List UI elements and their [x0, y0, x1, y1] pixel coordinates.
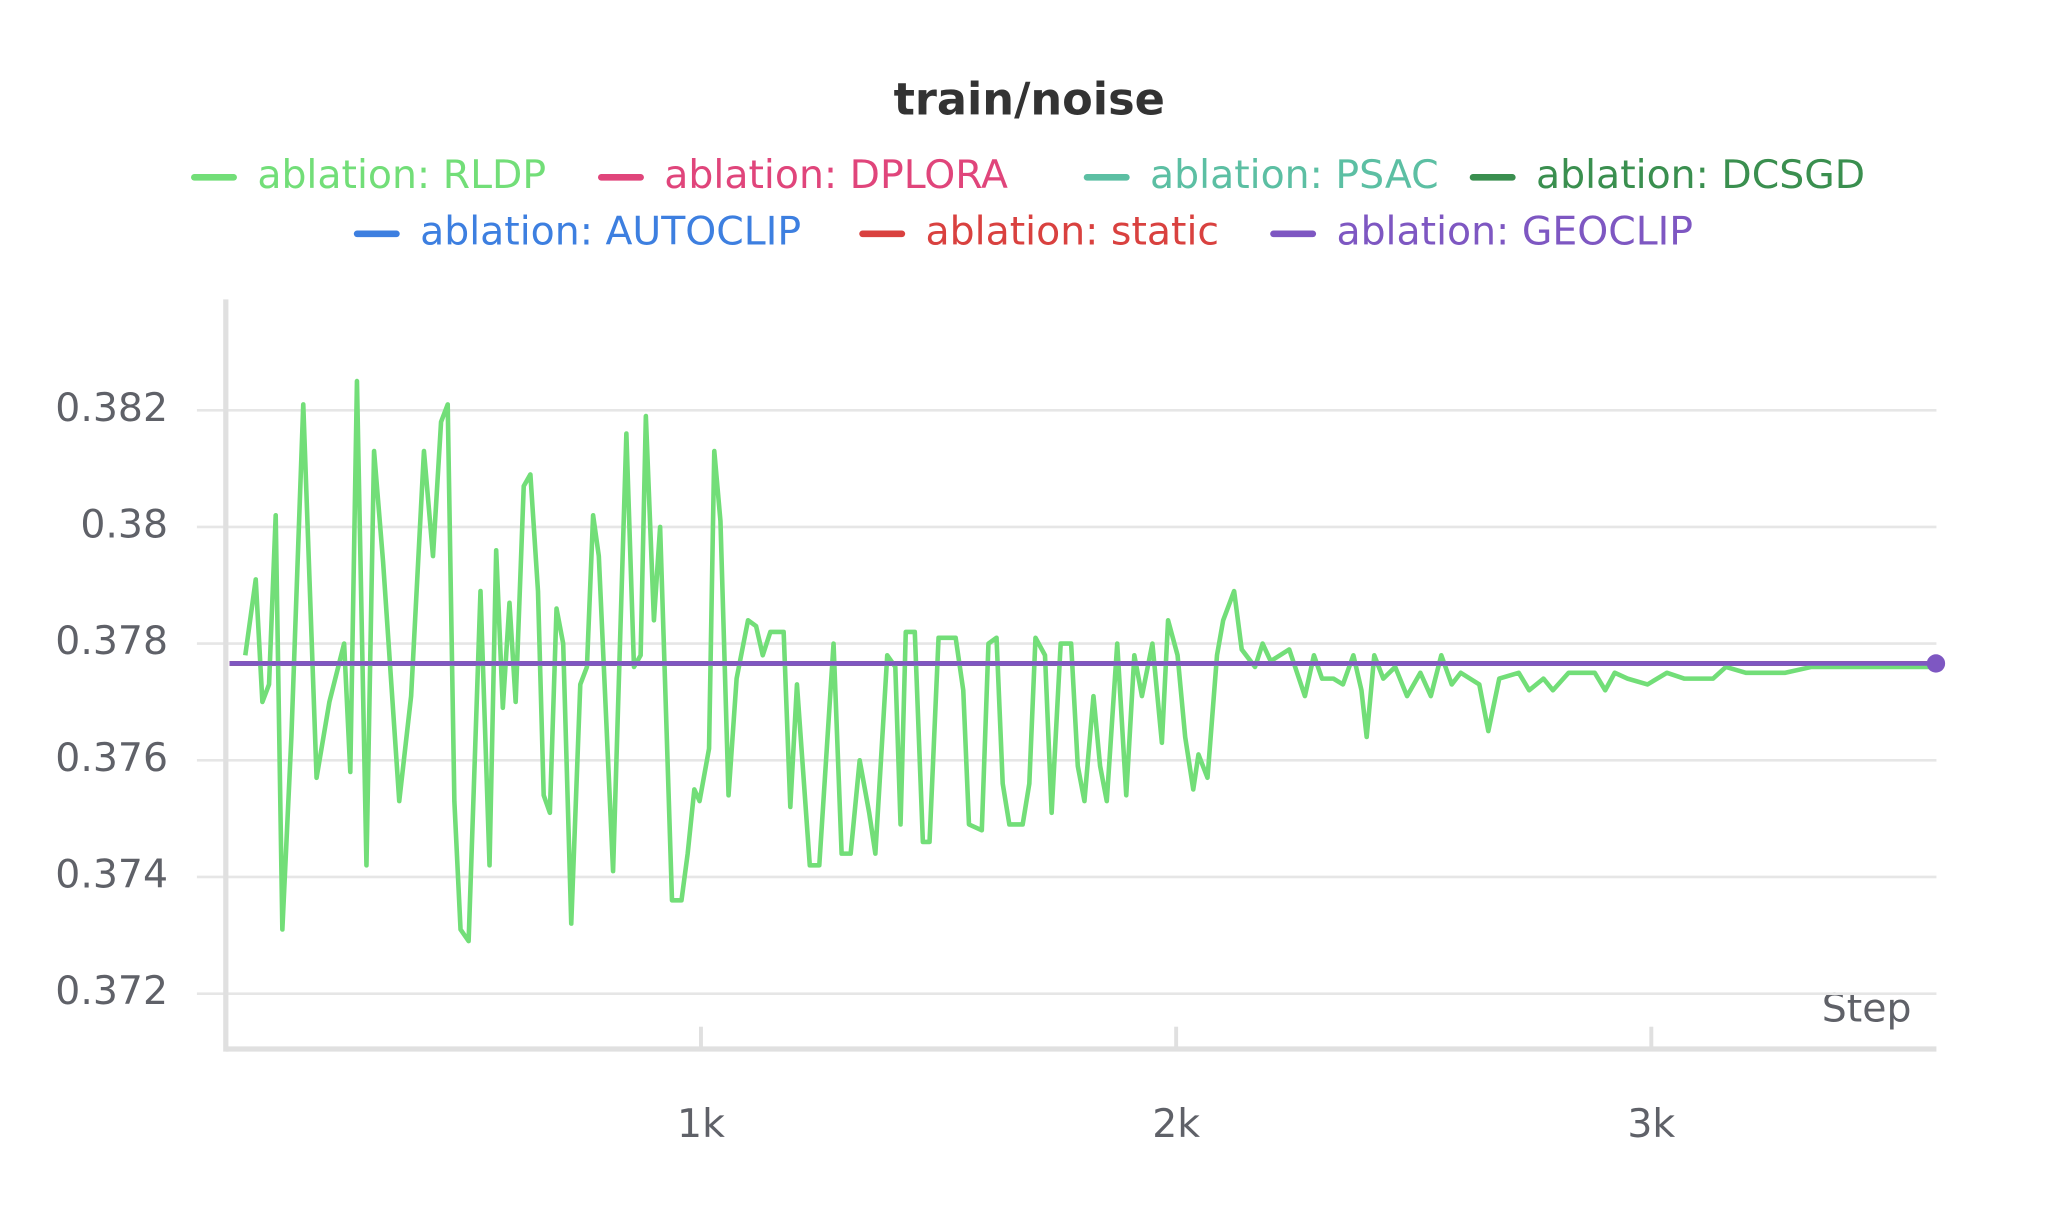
legend-label: ablation: RLDP	[257, 152, 546, 198]
legend-label: ablation: GEOCLIP	[1336, 208, 1693, 254]
series-line	[243, 378, 1936, 944]
x-tick-label: 1k	[677, 1101, 725, 1147]
y-tick-label: 0.372	[55, 968, 168, 1014]
end-point	[1926, 654, 1946, 673]
legend-label: ablation: static	[926, 208, 1220, 254]
legend-label: ablation: DPLORA	[664, 152, 1008, 198]
y-tick-label: 0.374	[55, 851, 168, 897]
x-tick-label: 3k	[1627, 1101, 1675, 1147]
y-tick-label: 0.376	[55, 735, 168, 781]
legend-label: ablation: PSAC	[1150, 152, 1439, 198]
legend-label: ablation: DCSGD	[1536, 152, 1865, 198]
y-tick-label: 0.382	[55, 385, 168, 431]
y-tick-label: 0.378	[55, 618, 168, 664]
chart-title: train/noise	[894, 74, 1165, 126]
y-tick-label: 0.38	[80, 501, 168, 547]
legend-label: ablation: AUTOCLIP	[420, 208, 801, 254]
x-tick-label: 2k	[1152, 1101, 1200, 1147]
